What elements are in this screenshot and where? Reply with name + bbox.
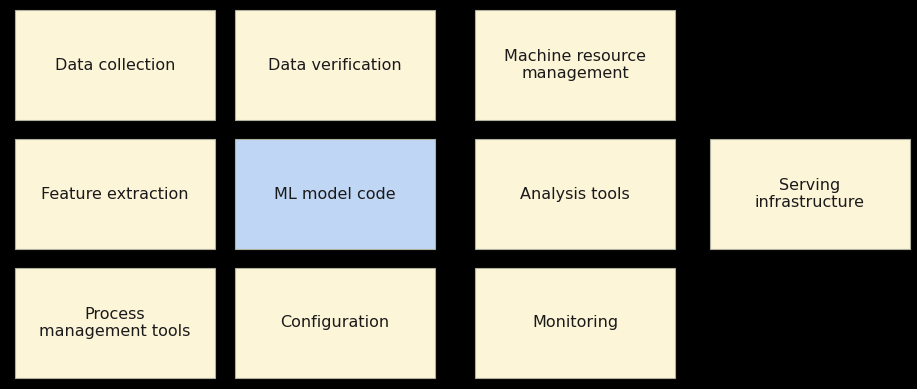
Text: Configuration: Configuration bbox=[281, 315, 390, 331]
FancyBboxPatch shape bbox=[15, 139, 215, 249]
Text: Serving
infrastructure: Serving infrastructure bbox=[755, 178, 865, 210]
Text: Feature extraction: Feature extraction bbox=[41, 186, 189, 202]
Text: Data collection: Data collection bbox=[55, 58, 175, 72]
FancyBboxPatch shape bbox=[475, 10, 675, 120]
FancyBboxPatch shape bbox=[475, 139, 675, 249]
Text: Machine resource
management: Machine resource management bbox=[504, 49, 646, 81]
Text: Analysis tools: Analysis tools bbox=[520, 186, 630, 202]
FancyBboxPatch shape bbox=[235, 268, 435, 378]
Text: Monitoring: Monitoring bbox=[532, 315, 618, 331]
FancyBboxPatch shape bbox=[710, 139, 910, 249]
Text: Process
management tools: Process management tools bbox=[39, 307, 191, 339]
FancyBboxPatch shape bbox=[235, 10, 435, 120]
FancyBboxPatch shape bbox=[235, 139, 435, 249]
Text: ML model code: ML model code bbox=[274, 186, 396, 202]
FancyBboxPatch shape bbox=[15, 10, 215, 120]
FancyBboxPatch shape bbox=[475, 268, 675, 378]
FancyBboxPatch shape bbox=[15, 268, 215, 378]
Text: Data verification: Data verification bbox=[268, 58, 402, 72]
